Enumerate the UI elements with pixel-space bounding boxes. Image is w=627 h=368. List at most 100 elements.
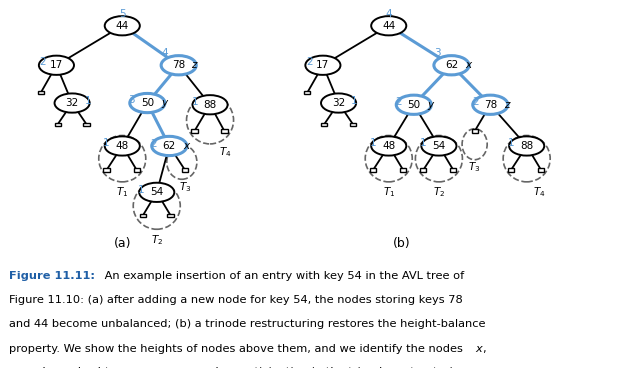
Circle shape (139, 183, 174, 202)
Text: $T_4$: $T_4$ (219, 367, 233, 368)
Circle shape (55, 93, 90, 113)
Bar (304, 91, 310, 95)
Bar (55, 123, 61, 126)
Circle shape (421, 137, 456, 156)
Bar (134, 168, 140, 172)
Text: y: y (428, 100, 434, 110)
Text: $T_4$: $T_4$ (219, 145, 232, 159)
Text: y: y (9, 367, 16, 368)
Text: 3: 3 (129, 95, 135, 105)
Circle shape (192, 95, 228, 114)
Bar (508, 168, 514, 172)
Text: 1: 1 (103, 138, 110, 148)
Text: 1: 1 (508, 138, 514, 148)
Text: 44: 44 (382, 21, 396, 31)
Text: 88: 88 (203, 100, 217, 110)
Bar (538, 168, 544, 172)
Bar (400, 168, 406, 172)
Bar (350, 123, 356, 126)
Text: ,: , (482, 344, 485, 354)
Text: x: x (184, 141, 190, 151)
Text: $T_1$: $T_1$ (116, 185, 129, 199)
Bar (38, 91, 44, 95)
Text: 1: 1 (85, 96, 91, 106)
Circle shape (130, 93, 165, 113)
Text: $T_3$: $T_3$ (468, 160, 481, 174)
Text: 1: 1 (351, 96, 357, 106)
Text: x: x (476, 344, 482, 354)
Text: 78: 78 (172, 60, 186, 70)
Circle shape (39, 56, 74, 75)
Text: 4: 4 (161, 48, 167, 58)
Bar (221, 130, 228, 133)
Bar (103, 168, 110, 172)
Text: x: x (465, 60, 472, 70)
Text: Figure 11.11:: Figure 11.11: (9, 271, 95, 281)
Text: 48: 48 (115, 141, 129, 151)
Text: 44: 44 (115, 21, 129, 31)
Bar (420, 168, 426, 172)
Text: $T_3$: $T_3$ (177, 367, 191, 368)
Text: 2: 2 (395, 97, 401, 107)
Text: 2: 2 (150, 139, 157, 149)
Circle shape (161, 56, 196, 75)
Text: $T_1$: $T_1$ (382, 185, 395, 199)
Text: , and: , and (17, 367, 49, 368)
Circle shape (305, 56, 340, 75)
Text: (a): (a) (113, 237, 131, 250)
Text: 17: 17 (316, 60, 330, 70)
Text: 1: 1 (420, 138, 426, 148)
Text: $T_3$: $T_3$ (179, 180, 191, 194)
Bar (83, 123, 90, 126)
Text: z: z (504, 100, 510, 110)
Text: $T_2$: $T_2$ (433, 185, 445, 199)
Circle shape (105, 16, 140, 35)
Bar (321, 123, 327, 126)
Circle shape (321, 93, 356, 113)
Text: An example insertion of an entry with key 54 in the AVL tree of: An example insertion of an entry with ke… (101, 271, 464, 281)
Text: $T_4$: $T_4$ (533, 185, 545, 199)
Bar (182, 168, 188, 172)
Text: 1: 1 (138, 185, 144, 195)
Circle shape (473, 95, 508, 114)
Text: $T_2$: $T_2$ (150, 233, 163, 247)
Text: property. We show the heights of nodes above them, and we identify the nodes: property. We show the heights of nodes a… (9, 344, 467, 354)
Text: and 44 become unbalanced; (b) a trinode restructuring restores the height-balanc: and 44 become unbalanced; (b) a trinode … (9, 319, 486, 329)
Text: 3: 3 (434, 48, 440, 58)
Bar (167, 214, 174, 217)
Circle shape (371, 16, 406, 35)
Text: 5: 5 (119, 9, 125, 19)
Text: , and: , and (190, 367, 222, 368)
Text: $T_1$: $T_1$ (138, 367, 151, 368)
Text: 4: 4 (386, 9, 392, 19)
Circle shape (371, 137, 406, 156)
Bar (140, 214, 146, 217)
Text: z: z (49, 367, 55, 368)
Text: 50: 50 (141, 98, 154, 108)
Text: 54: 54 (432, 141, 446, 151)
Text: 88: 88 (520, 141, 534, 151)
Text: 48: 48 (382, 141, 396, 151)
Text: 2: 2 (40, 57, 46, 67)
Circle shape (434, 56, 469, 75)
Text: (b): (b) (393, 237, 410, 250)
Text: 32: 32 (332, 98, 345, 108)
Text: 2: 2 (306, 57, 312, 67)
Bar (472, 130, 478, 133)
Text: and subtrees: and subtrees (56, 367, 138, 368)
Text: 1: 1 (192, 97, 199, 107)
Text: 50: 50 (408, 100, 420, 110)
Text: 62: 62 (162, 141, 176, 151)
Text: 54: 54 (150, 187, 164, 197)
Text: ,: , (150, 367, 157, 368)
Text: 2: 2 (472, 97, 478, 107)
Circle shape (396, 95, 431, 114)
Text: y: y (161, 98, 167, 108)
Text: Figure 11.10: (a) after adding a new node for key 54, the nodes storing keys 78: Figure 11.10: (a) after adding a new nod… (9, 295, 463, 305)
Text: 32: 32 (65, 98, 79, 108)
Bar (191, 130, 198, 133)
Text: 62: 62 (445, 60, 458, 70)
Circle shape (152, 137, 187, 156)
Text: 1: 1 (370, 138, 376, 148)
Bar (370, 168, 376, 172)
